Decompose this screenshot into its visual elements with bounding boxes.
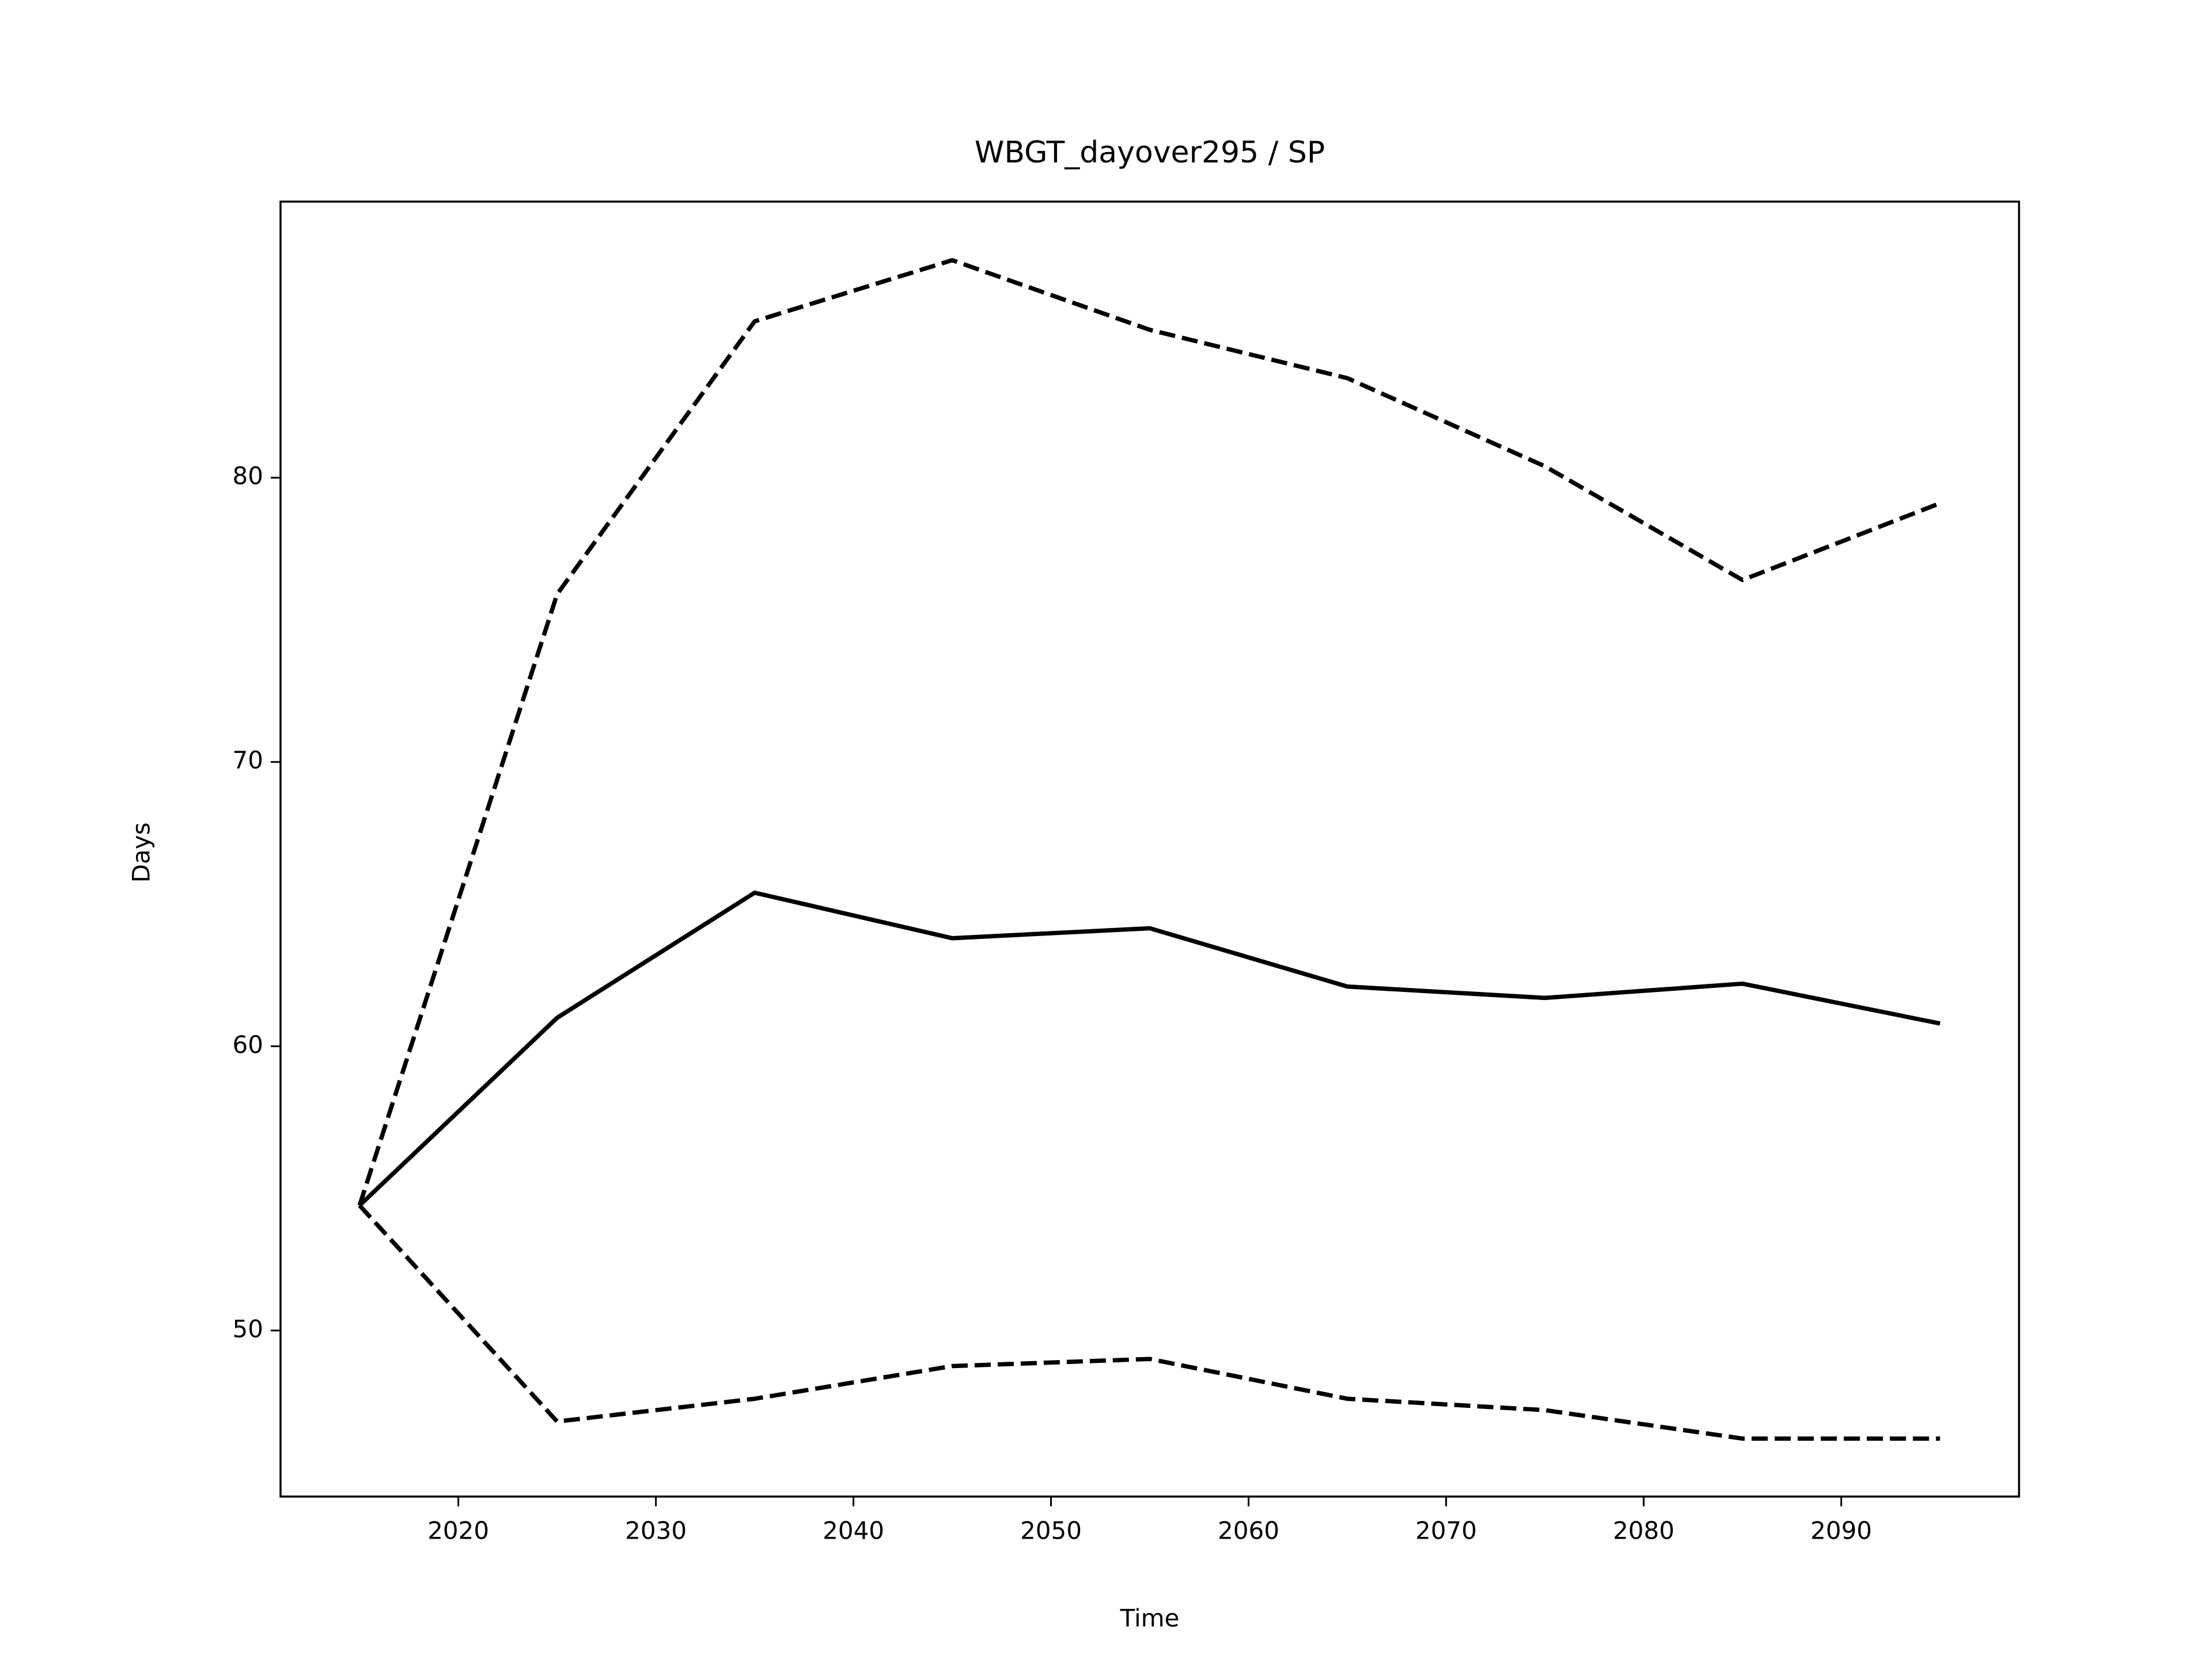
y-tick-label: 70	[233, 746, 263, 774]
series-line	[357, 257, 1941, 1206]
x-tick-label: 2060	[1218, 1517, 1279, 1545]
x-tick-label: 2040	[823, 1517, 884, 1545]
x-tick-label: 2050	[1020, 1517, 1082, 1545]
x-tick-label: 2070	[1415, 1517, 1477, 1545]
x-tick-label: 2020	[427, 1517, 489, 1545]
y-axis-label: Days	[127, 823, 156, 883]
x-tick-label: 2030	[625, 1517, 687, 1545]
series-line	[358, 1204, 1940, 1441]
y-tick-label: 80	[233, 462, 263, 490]
x-tick-label: 2090	[1810, 1517, 1872, 1545]
plot-frame	[279, 200, 2020, 1498]
y-tick-label: 60	[233, 1031, 263, 1059]
x-axis-label: Time	[1120, 1604, 1180, 1633]
x-tick-label: 2080	[1613, 1517, 1675, 1545]
series-line	[358, 891, 1941, 1207]
y-tick-label: 50	[233, 1315, 263, 1343]
chart-title: WBGT_dayover295 / SP	[975, 135, 1325, 170]
